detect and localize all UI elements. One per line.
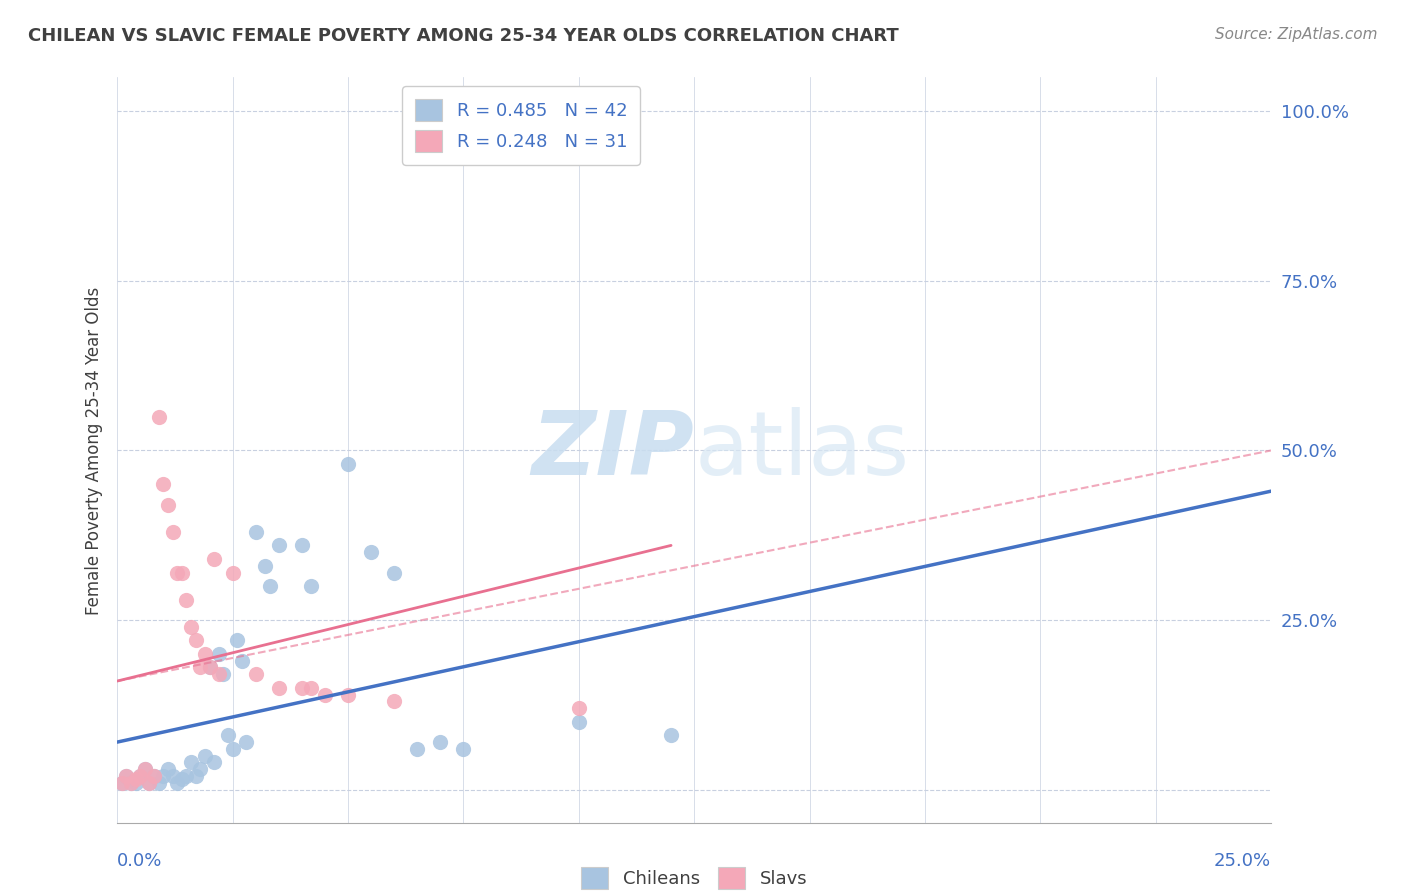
Point <box>226 633 249 648</box>
Text: atlas: atlas <box>695 407 910 494</box>
Point <box>162 769 184 783</box>
Point <box>124 776 146 790</box>
Point <box>221 742 243 756</box>
Point <box>245 524 267 539</box>
Point <box>134 762 156 776</box>
Point <box>188 660 211 674</box>
Point <box>231 654 253 668</box>
Point <box>267 538 290 552</box>
Point <box>299 681 322 695</box>
Point <box>336 688 359 702</box>
Point <box>152 477 174 491</box>
Point <box>115 769 138 783</box>
Point <box>188 762 211 776</box>
Point <box>299 579 322 593</box>
Point <box>156 762 179 776</box>
Point <box>176 592 198 607</box>
Point <box>221 566 243 580</box>
Point <box>429 735 451 749</box>
Point <box>170 566 193 580</box>
Point <box>138 776 160 790</box>
Point <box>156 498 179 512</box>
Point <box>124 772 146 787</box>
Legend: Chileans, Slavs: Chileans, Slavs <box>574 860 814 892</box>
Point <box>208 667 231 681</box>
Point <box>314 688 336 702</box>
Point <box>134 762 156 776</box>
Point <box>291 681 314 695</box>
Point <box>382 566 405 580</box>
Point <box>659 728 682 742</box>
Point <box>180 620 202 634</box>
Point <box>184 633 207 648</box>
Point <box>202 552 225 566</box>
Text: ZIP: ZIP <box>531 407 695 494</box>
Point <box>143 769 166 783</box>
Point <box>120 776 142 790</box>
Text: 25.0%: 25.0% <box>1213 852 1271 870</box>
Point <box>382 694 405 708</box>
Point <box>176 769 198 783</box>
Text: 0.0%: 0.0% <box>117 852 163 870</box>
Text: Source: ZipAtlas.com: Source: ZipAtlas.com <box>1215 27 1378 42</box>
Point <box>245 667 267 681</box>
Point <box>198 660 221 674</box>
Point <box>202 756 225 770</box>
Point <box>111 776 134 790</box>
Point <box>148 776 170 790</box>
Point <box>198 660 221 674</box>
Point <box>115 769 138 783</box>
Point <box>129 769 152 783</box>
Point <box>194 748 217 763</box>
Point <box>568 714 591 729</box>
Point <box>180 756 202 770</box>
Point <box>148 409 170 424</box>
Point <box>138 776 160 790</box>
Point <box>217 728 239 742</box>
Y-axis label: Female Poverty Among 25-34 Year Olds: Female Poverty Among 25-34 Year Olds <box>86 286 103 615</box>
Point <box>253 558 276 573</box>
Point <box>235 735 257 749</box>
Point <box>129 769 152 783</box>
Point <box>291 538 314 552</box>
Point <box>406 742 429 756</box>
Point <box>194 647 217 661</box>
Point <box>568 701 591 715</box>
Point <box>336 457 359 471</box>
Point <box>184 769 207 783</box>
Point <box>166 776 188 790</box>
Point <box>453 742 475 756</box>
Point <box>170 772 193 787</box>
Point <box>208 647 231 661</box>
Point <box>360 545 382 559</box>
Point <box>120 776 142 790</box>
Point <box>259 579 281 593</box>
Point <box>152 769 174 783</box>
Point <box>212 667 235 681</box>
Text: CHILEAN VS SLAVIC FEMALE POVERTY AMONG 25-34 YEAR OLDS CORRELATION CHART: CHILEAN VS SLAVIC FEMALE POVERTY AMONG 2… <box>28 27 898 45</box>
Point <box>166 566 188 580</box>
Point <box>267 681 290 695</box>
Point <box>162 524 184 539</box>
Point <box>111 776 134 790</box>
Point <box>143 769 166 783</box>
